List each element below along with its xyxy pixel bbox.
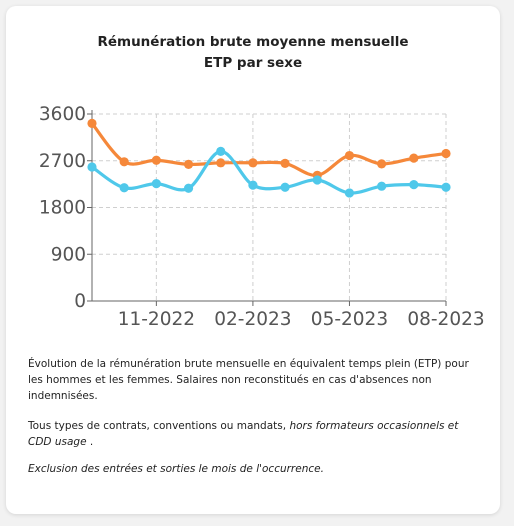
data-point (119, 183, 129, 193)
description-italic: hors formateurs occasionnels et CDD usag… (28, 420, 459, 448)
data-point (312, 175, 322, 185)
chart-card: Rémunération brute moyenne mensuelle ETP… (6, 6, 500, 514)
data-point (87, 118, 97, 128)
tick-labels: 0 900 1800 2700 3600 11-2022 02-2023 05-2023 08-… (39, 104, 485, 330)
data-point (216, 146, 226, 156)
data-point (409, 180, 419, 190)
axes (87, 110, 447, 306)
description-paragraph-1: Évolution de la rémunération brute mensu… (28, 358, 469, 402)
line-chart: 0 900 1800 2700 3600 11-2022 02-2023 05-2023 08-… (39, 104, 485, 330)
data-point (441, 182, 451, 192)
data-point (183, 159, 194, 169)
x-tick-label: 05-2023 (311, 309, 388, 330)
x-tick-label: 08-2023 (407, 309, 484, 330)
description-text: Tous types de contrats, conventions ou m… (28, 420, 290, 432)
y-tick-label: 3600 (39, 104, 86, 125)
data-point (248, 158, 258, 168)
y-tick-label: 2700 (39, 151, 86, 172)
data-point (344, 150, 355, 161)
data-point (344, 188, 355, 198)
grid (92, 113, 447, 301)
series-lines (87, 118, 451, 198)
chart-subtitle: ETP par sexe (203, 55, 303, 71)
y-tick-label: 0 (74, 291, 86, 312)
data-point (216, 158, 226, 168)
series-line-1 (91, 149, 447, 195)
data-point (409, 153, 419, 163)
data-point (183, 183, 194, 193)
x-tick-label: 11-2022 (118, 309, 195, 330)
description-paragraph-2: Tous types de contrats, conventions ou m… (28, 418, 478, 450)
data-point (280, 182, 290, 192)
data-point (248, 180, 258, 190)
description-paragraph-3: Exclusion des entrées et sorties le mois… (28, 463, 324, 475)
data-point (151, 179, 161, 189)
data-point (280, 158, 290, 168)
data-point (377, 159, 387, 169)
data-point (441, 148, 451, 159)
data-point (87, 162, 97, 172)
y-tick-label: 1800 (39, 198, 86, 219)
series-line-0 (90, 122, 447, 177)
data-point (151, 155, 161, 165)
x-tick-label: 02-2023 (214, 309, 291, 330)
data-point (119, 157, 129, 167)
chart-title: Rémunération brute moyenne mensuelle (97, 34, 409, 50)
data-point (377, 181, 387, 191)
description-end: . (86, 436, 94, 448)
y-tick-label: 900 (51, 244, 86, 265)
